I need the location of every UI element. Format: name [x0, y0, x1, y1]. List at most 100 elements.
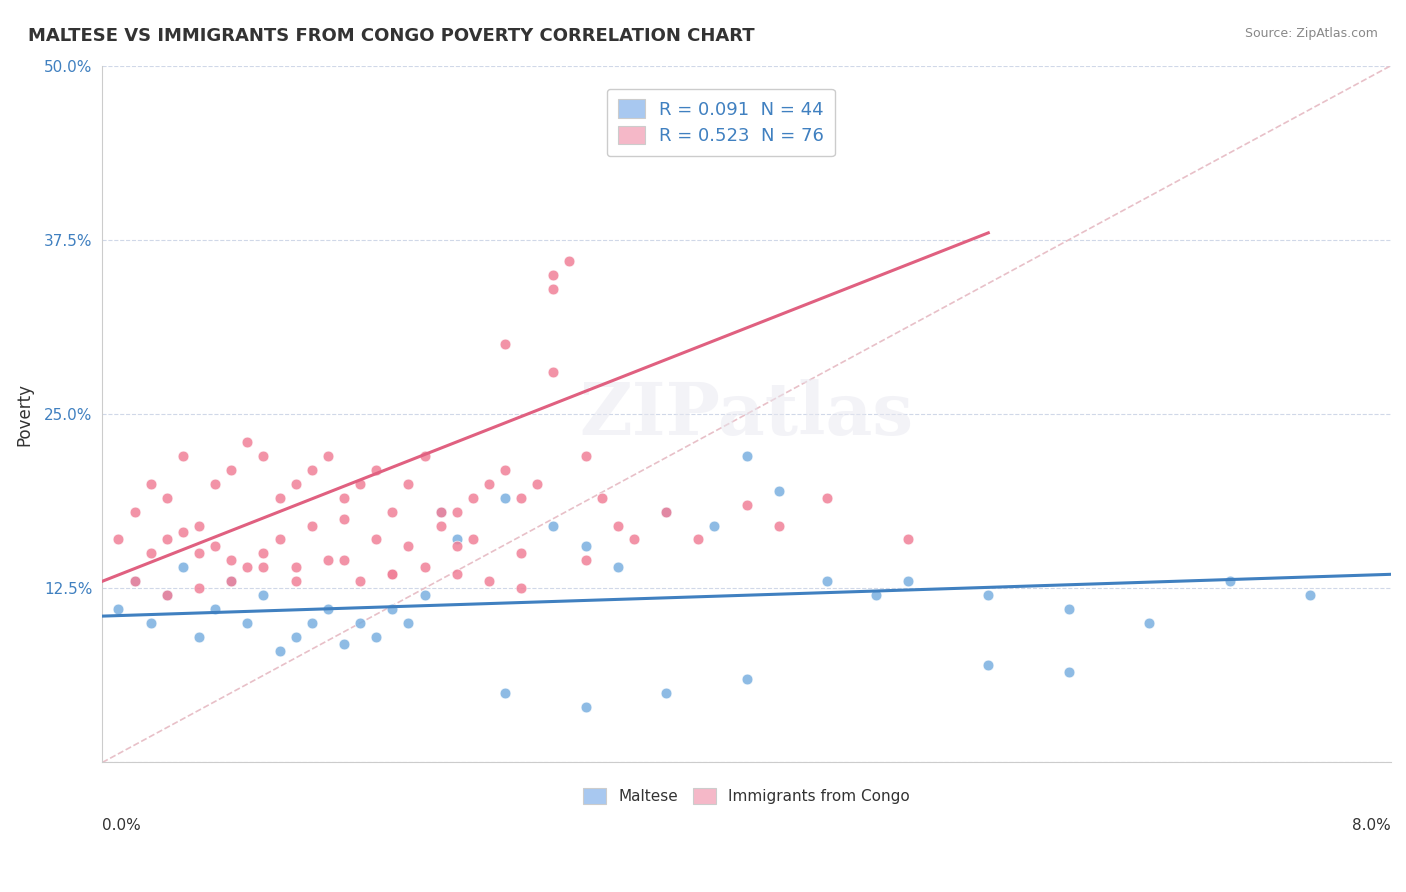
Point: [543, 518, 565, 533]
Point: [188, 581, 211, 595]
Point: [558, 253, 581, 268]
Point: [623, 533, 645, 547]
Point: [688, 533, 710, 547]
Point: [252, 546, 274, 560]
Point: [172, 449, 194, 463]
Point: [526, 476, 548, 491]
Point: [413, 560, 436, 574]
Y-axis label: Poverty: Poverty: [15, 383, 32, 445]
Point: [977, 588, 1000, 602]
Point: [219, 553, 242, 567]
Point: [768, 483, 790, 498]
Point: [865, 588, 887, 602]
Point: [381, 567, 404, 582]
Point: [543, 365, 565, 379]
Point: [574, 699, 596, 714]
Point: [461, 533, 484, 547]
Point: [591, 491, 613, 505]
Point: [269, 533, 291, 547]
Point: [413, 449, 436, 463]
Point: [510, 491, 533, 505]
Point: [396, 616, 419, 631]
Point: [107, 602, 129, 616]
Point: [252, 588, 274, 602]
Point: [139, 476, 162, 491]
Point: [461, 491, 484, 505]
Point: [1137, 616, 1160, 631]
Point: [107, 533, 129, 547]
Point: [124, 505, 146, 519]
Point: [446, 540, 468, 554]
Point: [494, 491, 516, 505]
Point: [284, 630, 307, 644]
Text: MALTESE VS IMMIGRANTS FROM CONGO POVERTY CORRELATION CHART: MALTESE VS IMMIGRANTS FROM CONGO POVERTY…: [28, 27, 755, 45]
Point: [510, 581, 533, 595]
Point: [1299, 588, 1322, 602]
Point: [333, 553, 356, 567]
Point: [349, 476, 371, 491]
Point: [655, 505, 678, 519]
Legend: Maltese, Immigrants from Congo: Maltese, Immigrants from Congo: [576, 782, 917, 811]
Point: [478, 476, 501, 491]
Point: [124, 574, 146, 589]
Point: [381, 602, 404, 616]
Point: [446, 567, 468, 582]
Point: [381, 567, 404, 582]
Point: [269, 491, 291, 505]
Point: [543, 268, 565, 282]
Point: [366, 630, 388, 644]
Point: [316, 449, 339, 463]
Point: [301, 616, 323, 631]
Point: [381, 505, 404, 519]
Point: [446, 533, 468, 547]
Point: [574, 540, 596, 554]
Point: [284, 476, 307, 491]
Point: [735, 449, 758, 463]
Point: [236, 560, 259, 574]
Point: [366, 463, 388, 477]
Point: [219, 574, 242, 589]
Point: [188, 518, 211, 533]
Point: [204, 476, 226, 491]
Point: [252, 449, 274, 463]
Point: [429, 505, 451, 519]
Point: [349, 616, 371, 631]
Point: [204, 540, 226, 554]
Point: [219, 574, 242, 589]
Point: [301, 463, 323, 477]
Point: [284, 574, 307, 589]
Point: [301, 518, 323, 533]
Point: [478, 574, 501, 589]
Point: [655, 686, 678, 700]
Point: [1057, 602, 1080, 616]
Text: ZIPatlas: ZIPatlas: [579, 378, 914, 450]
Point: [977, 657, 1000, 672]
Text: Source: ZipAtlas.com: Source: ZipAtlas.com: [1244, 27, 1378, 40]
Point: [269, 644, 291, 658]
Point: [236, 434, 259, 449]
Point: [188, 630, 211, 644]
Point: [219, 463, 242, 477]
Point: [494, 463, 516, 477]
Point: [236, 616, 259, 631]
Point: [172, 560, 194, 574]
Point: [156, 491, 179, 505]
Point: [204, 602, 226, 616]
Point: [139, 616, 162, 631]
Point: [172, 525, 194, 540]
Point: [543, 282, 565, 296]
Point: [1219, 574, 1241, 589]
Point: [897, 574, 920, 589]
Point: [396, 540, 419, 554]
Point: [429, 518, 451, 533]
Point: [316, 553, 339, 567]
Point: [815, 491, 838, 505]
Point: [735, 498, 758, 512]
Point: [284, 560, 307, 574]
Point: [333, 511, 356, 525]
Point: [396, 476, 419, 491]
Point: [574, 449, 596, 463]
Point: [735, 672, 758, 686]
Point: [606, 560, 628, 574]
Point: [156, 533, 179, 547]
